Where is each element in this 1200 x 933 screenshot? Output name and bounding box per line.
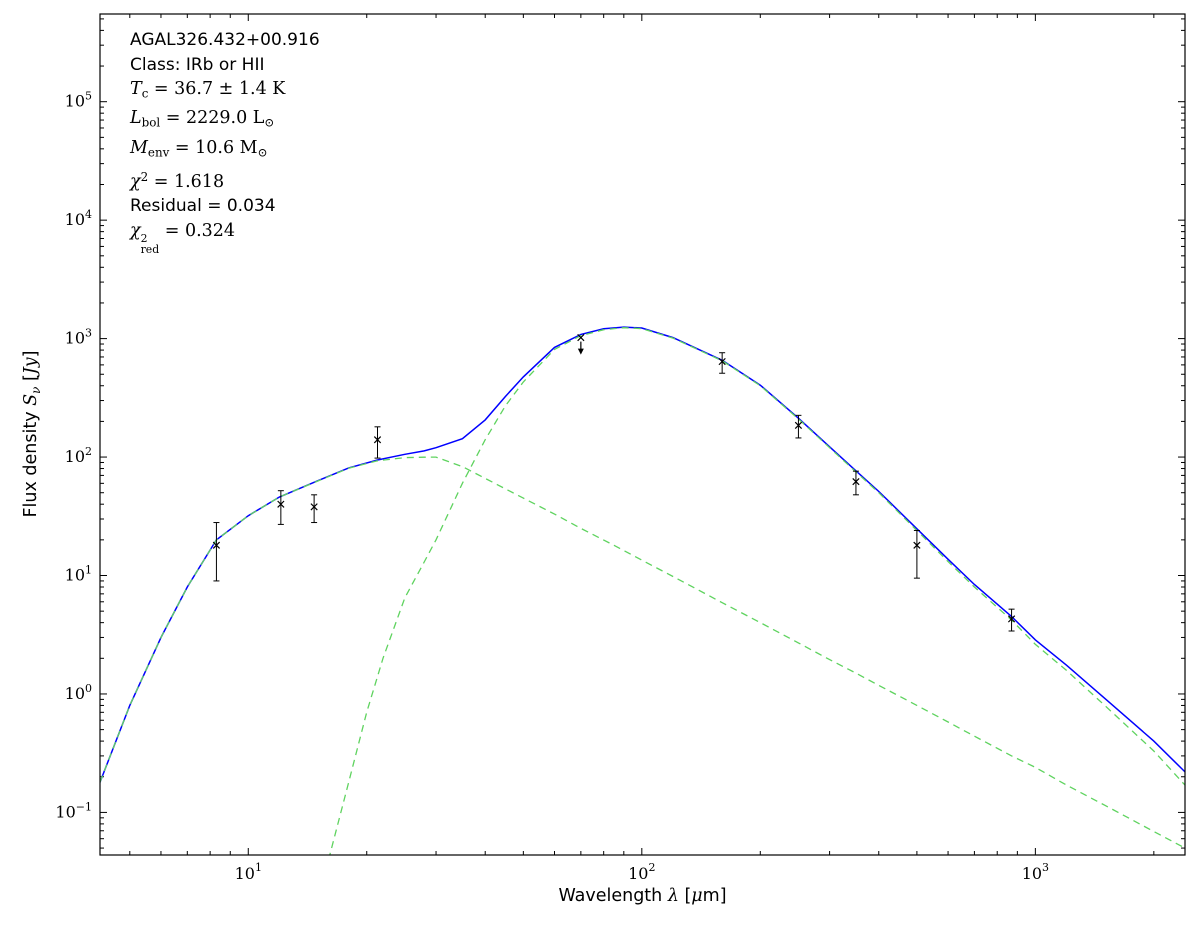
- x-tick-label: 101: [235, 861, 262, 883]
- annotation-line: Tc = 36.7 ± 1.4 K: [130, 79, 286, 101]
- annotation-line: χ 2 red = 0.324: [130, 220, 236, 257]
- annotation-line: Lbol = 2229.0 L⊙: [130, 108, 275, 130]
- total-model-curve: [100, 326, 1185, 783]
- fit-parameters-annotation: AGAL326.432+00.916 Class: IRb or HII Tc = …: [130, 28, 320, 255]
- cold-component-curve: [329, 327, 1185, 855]
- x-tick-label: 103: [1022, 861, 1049, 883]
- y-tick-label: 104: [65, 208, 92, 229]
- x-axis-label: Wavelength λ [μm]: [558, 886, 727, 906]
- y-tick-label: 10−1: [55, 800, 92, 821]
- data-point: [212, 522, 221, 582]
- annotation-line: AGAL326.432+00.916: [130, 30, 320, 50]
- y-tick-label: 103: [65, 327, 92, 348]
- y-tick-label: 100: [65, 682, 92, 703]
- y-axis-label: Flux density Sν [Jy]: [21, 350, 43, 518]
- data-point: [852, 470, 860, 496]
- x-tick-label: 102: [628, 861, 655, 883]
- data-point: [913, 529, 921, 579]
- annotation-line: Class: IRb or HII: [130, 54, 265, 75]
- annotation-line: χ2 = 1.618: [130, 169, 225, 192]
- data-point: [718, 352, 726, 374]
- data-point: [577, 333, 585, 355]
- annotation-line: Residual = 0.034: [130, 196, 276, 217]
- y-tick-label: 101: [65, 564, 92, 585]
- annotation-line: Menv = 10.6 M⊙: [130, 137, 268, 160]
- data-point: [277, 490, 285, 525]
- y-tick-label: 105: [65, 90, 92, 111]
- data-point: [373, 426, 382, 459]
- data-point: [310, 494, 318, 524]
- data-point: [794, 414, 803, 439]
- warm-component-curve: [100, 456, 1185, 849]
- data-point: [1007, 608, 1016, 632]
- plot-frame: [99, 13, 1186, 856]
- y-tick-label: 102: [65, 445, 92, 466]
